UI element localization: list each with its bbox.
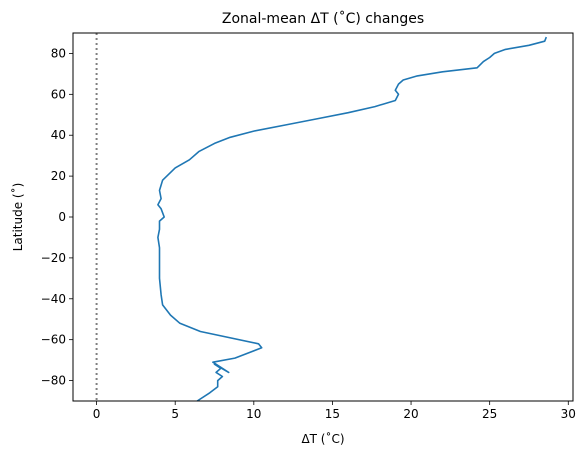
x-tick-label: 25: [482, 407, 497, 421]
x-tick-label: 0: [93, 407, 101, 421]
y-tick-label: −60: [41, 333, 66, 347]
y-tick-label: 40: [51, 128, 66, 142]
x-tick-label: 20: [403, 407, 418, 421]
x-axis-label: ΔT (˚C): [301, 431, 344, 446]
y-tick-label: 0: [58, 210, 66, 224]
y-ticks: −80 −60 −40 −20 0 20 40 60 80: [41, 46, 73, 388]
y-tick-label: −80: [41, 374, 66, 388]
y-tick-label: 80: [51, 46, 66, 60]
y-tick-label: 60: [51, 87, 66, 101]
y-tick-label: 20: [51, 169, 66, 183]
series-line-0: [157, 36, 548, 402]
chart-title: Zonal-mean ΔT (˚C) changes: [222, 10, 424, 27]
y-tick-label: −40: [41, 292, 66, 306]
y-tick-label: −20: [41, 251, 66, 265]
x-tick-label: 15: [325, 407, 340, 421]
x-tick-label: 5: [171, 407, 179, 421]
y-axis-label: Latitude (˚): [10, 183, 25, 252]
plot-layer: [95, 33, 548, 402]
x-tick-label: 30: [561, 407, 576, 421]
x-tick-label: 10: [246, 407, 261, 421]
x-ticks: 0 5 10 15 20 25 30: [93, 401, 576, 421]
